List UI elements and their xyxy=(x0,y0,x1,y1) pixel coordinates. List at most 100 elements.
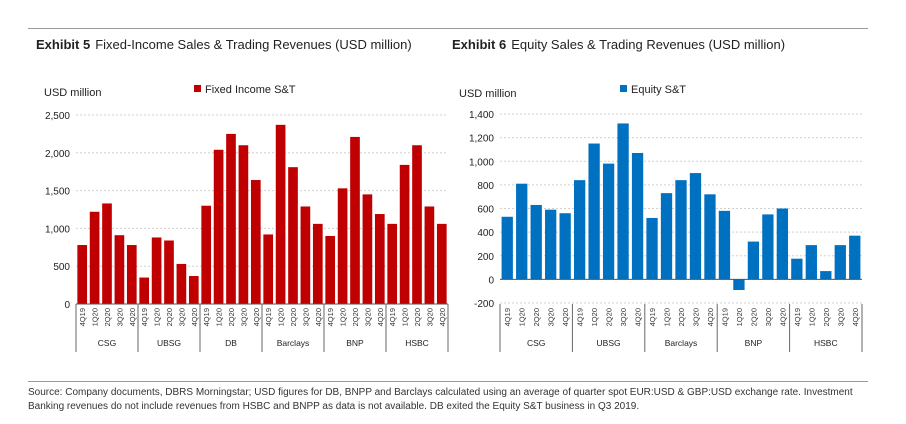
x-tick-label: 4Q20 xyxy=(314,308,323,326)
bar xyxy=(820,271,832,280)
group-label: HSBC xyxy=(405,338,429,348)
bar xyxy=(126,245,137,304)
y-tick-label: 2,000 xyxy=(45,149,70,160)
x-tick-label: 2Q20 xyxy=(103,308,112,326)
x-tick-label: 1Q20 xyxy=(91,308,100,326)
x-tick-label: 4Q19 xyxy=(503,308,512,326)
x-tick-label: 3Q20 xyxy=(177,308,186,326)
x-tick-label: 4Q20 xyxy=(376,308,385,326)
bar xyxy=(201,205,212,304)
bar xyxy=(89,211,100,304)
x-tick-label: 4Q20 xyxy=(851,308,860,326)
bar xyxy=(238,145,249,304)
group-label: BNP xyxy=(745,338,763,348)
x-tick-label: 2Q20 xyxy=(289,308,298,326)
y-tick-label: 1,200 xyxy=(469,134,494,145)
bottom-divider xyxy=(28,381,868,382)
x-tick-label: 3Q20 xyxy=(691,308,700,326)
group-label: CSG xyxy=(527,338,545,348)
x-tick-label: 3Q20 xyxy=(619,308,628,326)
bar xyxy=(275,124,286,304)
bar xyxy=(213,149,224,304)
bar xyxy=(617,123,629,280)
x-tick-label: 2Q20 xyxy=(532,308,541,326)
legend-label: Fixed Income S&T xyxy=(205,84,296,96)
bar xyxy=(791,258,803,280)
x-tick-label: 4Q19 xyxy=(720,308,729,326)
equity-chart: USD million Equity S&T -200 0 200 400 600 800 1,… xyxy=(459,84,863,352)
bar xyxy=(588,143,600,280)
x-tick-label: 4Q19 xyxy=(140,308,149,326)
x-tick-label: 4Q20 xyxy=(706,308,715,326)
x-tick-label: 4Q19 xyxy=(648,308,657,326)
exhibit-6-caption: Equity Sales & Trading Revenues (USD mil… xyxy=(511,37,786,52)
x-tick-label: 3Q20 xyxy=(547,308,556,326)
y-tick-label: 500 xyxy=(53,262,70,273)
x-tick-label: 1Q20 xyxy=(215,308,224,326)
group-label: UBSG xyxy=(597,338,621,348)
x-tick-label: 2Q20 xyxy=(822,308,831,326)
x-tick-label: 1Q20 xyxy=(663,308,672,326)
x-tick-label: 2Q20 xyxy=(351,308,360,326)
bar xyxy=(250,180,261,304)
bar xyxy=(300,206,311,304)
exhibit-5-caption: Fixed-Income Sales & Trading Revenues (U… xyxy=(95,37,412,52)
y-tick-label: 1,400 xyxy=(469,110,494,121)
y-tick-label: 1,500 xyxy=(45,187,70,198)
exhibit-6-title: Exhibit 6 Equity Sales & Trading Revenues… xyxy=(452,37,785,52)
bar xyxy=(151,237,162,304)
bar xyxy=(288,167,298,304)
x-tick-label: 4Q20 xyxy=(438,308,447,326)
x-tick-label: 2Q20 xyxy=(677,308,686,326)
bar xyxy=(325,235,336,304)
bar xyxy=(188,276,199,304)
bar xyxy=(646,217,658,280)
x-tick-label: 4Q20 xyxy=(778,308,787,326)
y-tick-label: 0 xyxy=(488,275,494,286)
y-tick-label: 1,000 xyxy=(469,157,494,168)
x-tick-label: 3Q20 xyxy=(115,308,124,326)
bar xyxy=(312,223,323,304)
bar xyxy=(704,194,716,280)
bar xyxy=(501,216,513,280)
bar xyxy=(733,279,745,291)
group-label: Barclays xyxy=(665,338,698,348)
bar xyxy=(226,133,236,304)
bar xyxy=(77,245,88,304)
y-tick-label: 800 xyxy=(477,181,494,192)
x-tick-label: 2Q20 xyxy=(413,308,422,326)
bar xyxy=(114,235,125,304)
x-tick-label: 3Q20 xyxy=(836,308,845,326)
bar xyxy=(399,164,410,304)
bar xyxy=(762,214,774,280)
x-tick-label: 3Q20 xyxy=(363,308,372,326)
x-tick-label: 3Q20 xyxy=(239,308,248,326)
x-tick-label: 1Q20 xyxy=(590,308,599,326)
y-tick-label: -200 xyxy=(474,299,494,310)
x-tick-label: 2Q20 xyxy=(605,308,614,326)
group-label: Barclays xyxy=(277,338,310,348)
legend-swatch xyxy=(194,85,201,92)
bar xyxy=(139,277,150,304)
x-tick-label: 4Q19 xyxy=(793,308,802,326)
legend-swatch xyxy=(620,85,627,92)
x-tick-label: 3Q20 xyxy=(764,308,773,326)
x-tick-label: 4Q20 xyxy=(128,308,137,326)
x-tick-label: 4Q19 xyxy=(388,308,397,326)
group-label: BNP xyxy=(346,338,364,348)
x-tick-label: 4Q20 xyxy=(252,308,261,326)
bar xyxy=(834,245,846,280)
x-tick-label: 1Q20 xyxy=(401,308,410,326)
exhibit-5-title: Exhibit 5 Fixed-Income Sales & Trading Re… xyxy=(36,37,412,52)
bar xyxy=(436,223,447,304)
x-tick-label: 1Q20 xyxy=(277,308,286,326)
bar xyxy=(573,180,586,280)
x-tick-label: 4Q19 xyxy=(326,308,335,326)
x-tick-label: 1Q20 xyxy=(518,308,527,326)
x-tick-label: 3Q20 xyxy=(301,308,310,326)
bar xyxy=(530,204,542,280)
bar xyxy=(559,213,571,280)
bar xyxy=(263,234,274,304)
x-tick-label: 2Q20 xyxy=(165,308,174,326)
exhibit-6-number: Exhibit 6 xyxy=(452,37,507,52)
